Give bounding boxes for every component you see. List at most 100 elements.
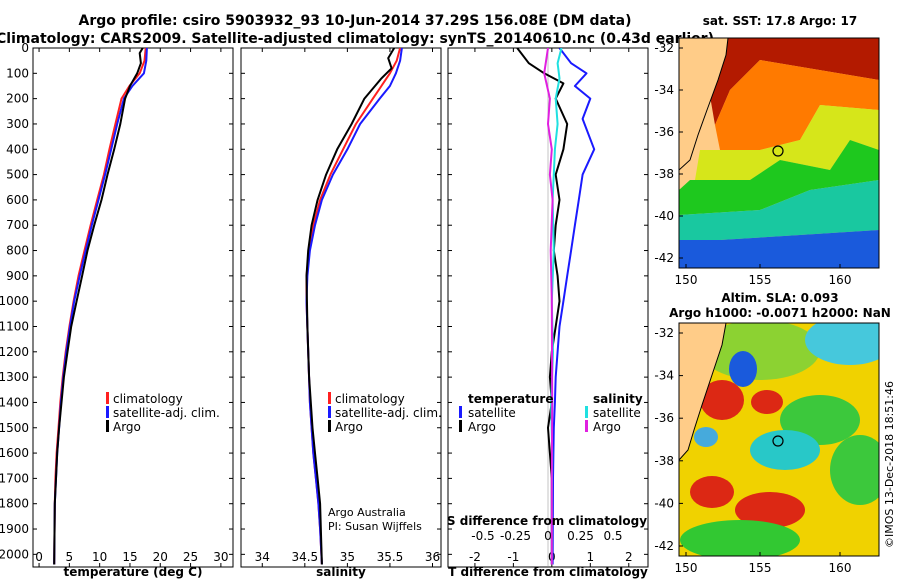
map-x-tick-label: 150 [675,273,698,287]
map-x-tick-label: 155 [749,561,772,575]
x-tick-label: 15 [122,550,137,564]
series-line-satellite-adj-clim- [305,48,403,565]
temperature-x-ticks: 0 5 10 15 20 25 30 [35,48,229,567]
map-y-tick-label: -34 [654,369,674,383]
salinity-depth-ticks [241,47,441,555]
legend-swatch-s-argo [585,420,588,432]
legend-label-s-argo: Argo [593,420,621,434]
sst-map-title: sat. SST: 17.8 Argo: 17 [703,14,857,28]
argo-float-marker [772,435,784,447]
legend-label-s-satellite: satellite [593,406,641,420]
x-tick-label: 35.5 [377,550,404,564]
depth-tick-label: 1500 [0,421,29,435]
sst-map-frame [678,37,880,269]
legend-label-argo: Argo [335,420,363,434]
t-difference-axis-label: T difference from climatology [448,565,648,579]
depth-tick-label: 1900 [0,522,29,536]
difference-series [516,48,596,565]
legend-swatch-satellite [328,406,331,418]
credit-argo-australia: Argo Australia [328,506,406,519]
sla-map: Altim. SLA: 0.093 Argo h1000: -0.0071 h2… [654,291,896,575]
map-y-tick-label: -42 [654,539,674,553]
map-x-tick-label: 155 [749,273,772,287]
x-tick-label: 34.5 [291,550,318,564]
series-line-argo [53,48,144,565]
legend-swatch-satellite [106,406,109,418]
depth-tick-label: 1700 [0,471,29,485]
difference-panel: -2 -1 0 1 2 -0.5 -0.25 0 0.25 0.5 S difference f… [447,47,649,579]
depth-tick-label: 100 [6,66,29,80]
legend-title-temperature: temperature [468,392,553,406]
x-tick-label: 0 [35,550,43,564]
x-tick-label: -2 [469,550,481,564]
depth-tick-label: 1000 [0,294,29,308]
legend-label-climatology: climatology [335,392,405,406]
sst-map: sat. SST: 17.8 Argo: 17 150 155 160 -32 -34 -… [654,14,880,287]
salinity-series [305,48,403,565]
salinity-panel: 34 34.5 35 35.5 36 salinity climatology sate… [240,47,442,579]
legend-swatch-climatology [106,392,109,404]
map-y-tick-label: -38 [654,167,674,181]
x-tick-label: 5 [66,550,74,564]
s-tick-label: 0.5 [603,529,622,543]
salinity-legend: climatology satellite-adj. clim. Argo [328,392,442,434]
series-line-climatology [53,48,147,565]
depth-tick-label: 1600 [0,446,29,460]
sst-map-image [679,38,879,268]
map-y-tick-label: -34 [654,83,674,97]
x-tick-label: 36 [425,550,440,564]
legend-title-salinity: salinity [593,392,643,406]
depth-tick-label: 900 [6,269,29,283]
sla-map-title-line1: Altim. SLA: 0.093 [721,291,838,305]
salinity-difference-ticks: -0.5 -0.25 0 0.25 0.5 [471,529,622,543]
depth-tick-label: 1200 [0,345,29,359]
series-line-satellite-adj-clim- [53,48,148,565]
salinity-x-ticks: 34 34.5 35 35.5 36 [255,48,440,567]
temperature-legend: climatology satellite-adj. clim. Argo [106,392,220,434]
x-tick-label: 34 [255,550,270,564]
sla-map-frame [678,322,880,557]
legend-swatch-s-satellite [585,406,588,418]
x-tick-label: 25 [183,550,198,564]
s-tick-label: 0.25 [567,529,594,543]
s-difference-axis-label: S difference from climatology [447,514,647,528]
depth-tick-labels: 0100200300400500600700800900100011001200… [0,41,233,561]
x-tick-label: 30 [213,550,228,564]
sst-map-ticks: 150 155 160 -32 -34 -36 -38 -40 -42 [654,41,851,287]
map-y-tick-label: -42 [654,251,674,265]
figure-title-line1: Argo profile: csiro 5903932_93 10-Jun-20… [79,13,632,29]
depth-tick-label: 400 [6,142,29,156]
map-y-tick-label: -40 [654,496,674,510]
figure-title-line2: Climatology: CARS2009. Satellite-adjuste… [0,31,714,47]
series-line-t-argo [516,48,569,565]
depth-tick-label: 1100 [0,319,29,333]
legend-swatch-argo [328,420,331,432]
depth-tick-label: 200 [6,92,29,106]
legend-swatch-t-argo [459,420,462,432]
depth-tick-label: 300 [6,117,29,131]
legend-label-climatology: climatology [113,392,183,406]
legend-label-satellite: satellite-adj. clim. [335,406,442,420]
legend-label-t-argo: Argo [468,420,496,434]
depth-tick-label: 1400 [0,395,29,409]
depth-tick-label: 800 [6,244,29,258]
series-line-s-argo [543,48,554,565]
legend-swatch-t-satellite [459,406,462,418]
temperature-plot-frame [32,47,234,568]
legend-swatch-climatology [328,392,331,404]
argo-float-marker [772,145,784,157]
x-tick-label: 2 [625,550,633,564]
legend-label-satellite: satellite-adj. clim. [113,406,220,420]
depth-tick-label: 1800 [0,497,29,511]
map-y-tick-label: -36 [654,411,674,425]
temperature-series [53,48,148,565]
difference-depth-ticks [448,47,648,555]
map-y-tick-label: -38 [654,454,674,468]
legend-swatch-argo [106,420,109,432]
legend-label-argo: Argo [113,420,141,434]
x-tick-label: 35 [340,550,355,564]
depth-tick-label: 500 [6,168,29,182]
credit-pi: PI: Susan Wijffels [328,520,422,533]
sla-map-ticks: 150 155 160 -32 -34 -36 -38 -40 -42 [654,326,851,575]
